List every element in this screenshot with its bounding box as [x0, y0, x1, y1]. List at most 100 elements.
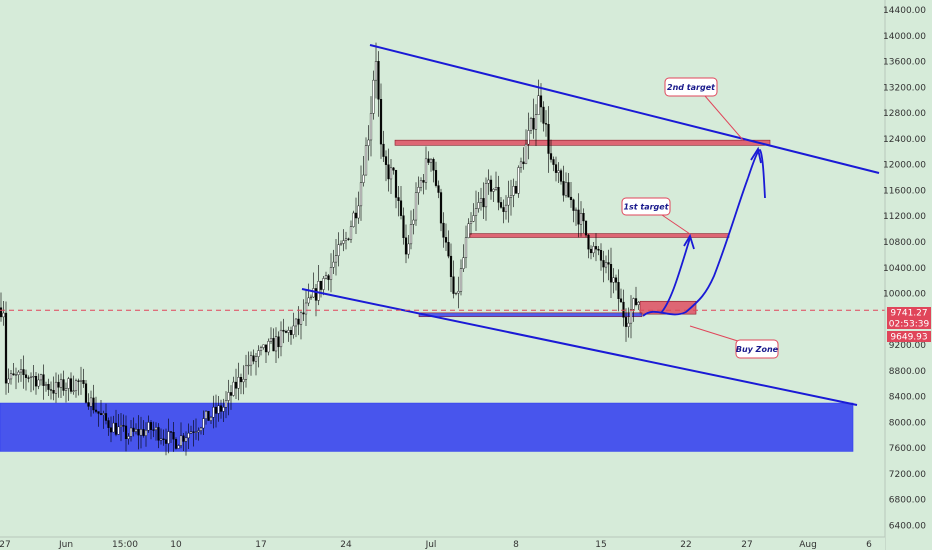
- candle-body: [227, 392, 230, 401]
- x-tick-label: 24: [340, 540, 352, 550]
- candle-body: [439, 192, 443, 224]
- candle-body: [479, 198, 483, 203]
- candle-body: [109, 427, 113, 433]
- x-tick-label: Jul: [425, 540, 437, 550]
- y-tick-label: 13600.00: [883, 58, 926, 68]
- candle-body: [77, 380, 80, 382]
- candle-body: [562, 181, 565, 196]
- candle-body: [372, 79, 375, 114]
- candle-body: [202, 418, 205, 429]
- candle-body: [604, 262, 608, 268]
- candle-body: [324, 275, 328, 279]
- candle-body: [414, 192, 418, 221]
- x-tick-label: 15: [595, 540, 606, 550]
- candle-body: [354, 212, 358, 219]
- candle-body: [32, 376, 35, 378]
- candle-body: [369, 113, 373, 141]
- candle-body: [514, 186, 518, 194]
- candle-body: [599, 250, 603, 261]
- candle-body: [284, 331, 288, 333]
- lower-channel-line: [301, 288, 858, 406]
- candle-body: [499, 202, 503, 208]
- candle-body: [462, 257, 465, 269]
- support-band: [418, 312, 643, 318]
- callout-label: Buy Zone: [736, 345, 779, 354]
- candle-body: [452, 276, 455, 294]
- candle-body: [392, 167, 395, 171]
- candle-body: [244, 365, 248, 380]
- candle-body: [112, 422, 115, 433]
- candle-body: [429, 158, 433, 163]
- candle-body: [382, 143, 385, 157]
- candle-body: [524, 143, 528, 165]
- candle-body: [117, 426, 120, 435]
- candle-body: [407, 243, 410, 255]
- candle-body: [437, 185, 440, 193]
- candle-body: [594, 246, 598, 250]
- candle-body: [617, 282, 620, 299]
- candle-body: [194, 431, 198, 433]
- candle-body: [449, 255, 453, 277]
- y-tick-label: 11600.00: [883, 186, 926, 196]
- candle-body: [444, 237, 448, 243]
- candle-body: [522, 161, 525, 165]
- candle-body: [292, 325, 295, 335]
- candle-body: [612, 277, 615, 283]
- y-tick-label: 13200.00: [883, 83, 926, 93]
- callout-label: 1st target: [623, 203, 669, 212]
- callout-box: [621, 197, 671, 216]
- candle-body: [249, 355, 253, 366]
- candle-body: [119, 425, 123, 428]
- candle-body: [137, 429, 140, 436]
- candle-body: [554, 164, 558, 173]
- candle-body: [67, 378, 70, 389]
- candle-body: [397, 197, 400, 201]
- candle-body: [154, 427, 158, 431]
- y-tick-label: 7200.00: [889, 470, 926, 480]
- candle-body: [52, 390, 55, 394]
- candle-body: [314, 288, 318, 301]
- arrows-layer: [642, 146, 766, 317]
- candle-body: [262, 344, 265, 348]
- candle-body: [492, 188, 495, 192]
- candle-body: [592, 246, 595, 254]
- candle-body: [0, 307, 3, 318]
- candle-body: [347, 238, 350, 240]
- candle-body: [477, 202, 480, 209]
- candle-body: [189, 431, 193, 434]
- candle-body: [309, 296, 313, 299]
- candle-body: [229, 392, 233, 396]
- price-tag-countdown: [887, 318, 931, 329]
- candle-body: [457, 291, 460, 294]
- candle-body: [97, 411, 100, 414]
- candle-body: [464, 237, 468, 258]
- candle-body: [224, 400, 228, 408]
- candle-body: [494, 187, 498, 190]
- candle-body: [317, 281, 320, 301]
- y-tick-label: 12800.00: [883, 109, 926, 119]
- y-tick-label: 14000.00: [883, 32, 926, 42]
- candle-body: [467, 223, 470, 238]
- candle-body: [559, 170, 563, 182]
- candle-body: [339, 243, 343, 245]
- zones-layer: [0, 139, 854, 452]
- candle-body: [352, 212, 355, 227]
- x-tick-label: Aug: [799, 540, 817, 550]
- candle-body: [422, 180, 425, 183]
- candle-body: [207, 411, 210, 421]
- x-tick-label: 22: [680, 540, 691, 550]
- candle-body: [412, 219, 415, 225]
- candle-body: [627, 322, 630, 327]
- candle-body: [447, 242, 450, 257]
- candle-body: [517, 167, 520, 194]
- candle-body: [459, 268, 463, 292]
- candle-body: [399, 200, 403, 216]
- candle-body: [92, 397, 95, 411]
- candle-body: [527, 130, 530, 145]
- price-tag-low: [887, 331, 931, 342]
- candle-body: [577, 209, 580, 225]
- candle-body: [212, 406, 215, 418]
- price-axis-panel: [885, 0, 932, 550]
